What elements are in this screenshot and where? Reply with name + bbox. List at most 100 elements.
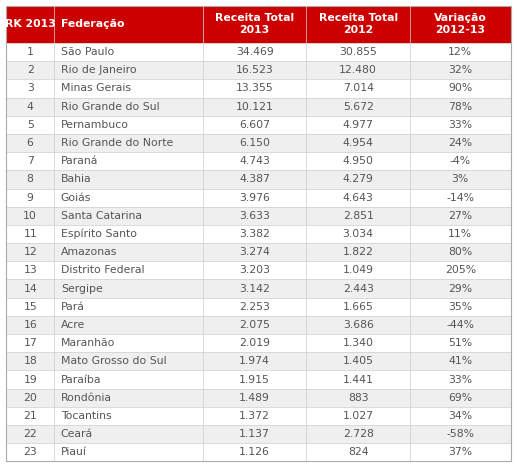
Text: 19: 19 <box>23 375 37 384</box>
Text: 3.274: 3.274 <box>239 247 270 257</box>
Bar <box>54 152 203 170</box>
Bar <box>54 334 203 352</box>
Bar <box>203 352 307 370</box>
Text: 4.977: 4.977 <box>343 120 374 130</box>
Text: 16: 16 <box>23 320 37 330</box>
Text: 3.686: 3.686 <box>343 320 374 330</box>
Text: 3.203: 3.203 <box>239 265 270 276</box>
Bar <box>203 134 307 152</box>
Bar <box>307 225 410 243</box>
Bar <box>307 207 410 225</box>
Text: 1.665: 1.665 <box>343 302 374 312</box>
Bar <box>410 207 511 225</box>
Text: Rio de Janeiro: Rio de Janeiro <box>61 65 136 75</box>
Text: 17: 17 <box>23 338 37 348</box>
Bar <box>6 279 54 297</box>
Bar <box>203 261 307 279</box>
Text: Maranhão: Maranhão <box>61 338 115 348</box>
Text: 1.372: 1.372 <box>239 411 270 421</box>
Text: 30.855: 30.855 <box>339 47 377 57</box>
Text: 37%: 37% <box>448 447 473 457</box>
Bar <box>410 61 511 79</box>
Bar <box>307 79 410 98</box>
Text: Pará: Pará <box>61 302 85 312</box>
Text: 2: 2 <box>27 65 34 75</box>
Text: -44%: -44% <box>446 320 474 330</box>
Bar <box>307 98 410 116</box>
Bar <box>410 79 511 98</box>
Bar <box>203 389 307 407</box>
Text: 13.355: 13.355 <box>236 84 273 93</box>
Bar <box>203 98 307 116</box>
Text: 4: 4 <box>27 102 34 112</box>
Text: Rio Grande do Sul: Rio Grande do Sul <box>61 102 159 112</box>
Bar <box>410 389 511 407</box>
Bar <box>307 389 410 407</box>
Text: 4.279: 4.279 <box>343 174 374 184</box>
Text: Receita Total
2013: Receita Total 2013 <box>215 13 294 35</box>
Bar <box>54 352 203 370</box>
Bar <box>6 316 54 334</box>
Text: 1.049: 1.049 <box>343 265 374 276</box>
Text: 78%: 78% <box>448 102 473 112</box>
Bar <box>6 225 54 243</box>
Bar <box>6 79 54 98</box>
Text: Espírito Santo: Espírito Santo <box>61 229 137 239</box>
Bar <box>54 134 203 152</box>
Text: 14: 14 <box>23 283 37 294</box>
Bar <box>203 43 307 61</box>
Text: 10.121: 10.121 <box>236 102 273 112</box>
Bar <box>6 98 54 116</box>
Bar <box>307 370 410 389</box>
Bar <box>54 207 203 225</box>
Bar <box>54 43 203 61</box>
Text: 23: 23 <box>23 447 37 457</box>
Bar <box>307 134 410 152</box>
Text: 18: 18 <box>23 356 37 366</box>
Text: 205%: 205% <box>445 265 476 276</box>
Text: Goiás: Goiás <box>61 192 91 203</box>
Text: 12%: 12% <box>448 47 473 57</box>
Bar <box>54 243 203 261</box>
Text: 15: 15 <box>23 302 37 312</box>
Text: 3.976: 3.976 <box>239 192 270 203</box>
Text: 16.523: 16.523 <box>236 65 273 75</box>
Text: 1.974: 1.974 <box>239 356 270 366</box>
Text: 69%: 69% <box>448 393 473 403</box>
Text: 8: 8 <box>27 174 34 184</box>
Bar <box>203 207 307 225</box>
Text: 3.633: 3.633 <box>239 211 270 221</box>
Text: -14%: -14% <box>446 192 474 203</box>
Bar <box>410 189 511 207</box>
Bar <box>307 243 410 261</box>
Bar <box>307 189 410 207</box>
Text: 5: 5 <box>27 120 34 130</box>
Bar <box>54 189 203 207</box>
Text: Sergipe: Sergipe <box>61 283 102 294</box>
Bar <box>203 79 307 98</box>
Bar <box>307 425 410 443</box>
Text: RK 2013: RK 2013 <box>5 19 55 29</box>
Text: 1.126: 1.126 <box>239 447 270 457</box>
Bar <box>203 6 307 43</box>
Text: Bahia: Bahia <box>61 174 92 184</box>
Bar <box>410 261 511 279</box>
Text: 4.743: 4.743 <box>239 156 270 166</box>
Text: 35%: 35% <box>448 302 473 312</box>
Text: 4.950: 4.950 <box>343 156 374 166</box>
Bar <box>54 297 203 316</box>
Text: 11%: 11% <box>448 229 473 239</box>
Bar <box>410 370 511 389</box>
Bar <box>410 98 511 116</box>
Text: 10: 10 <box>23 211 37 221</box>
Bar <box>54 389 203 407</box>
Bar <box>203 243 307 261</box>
Text: 4.387: 4.387 <box>239 174 270 184</box>
Bar <box>410 116 511 134</box>
Bar <box>54 407 203 425</box>
Bar <box>54 425 203 443</box>
Bar <box>307 443 410 461</box>
Text: 34.469: 34.469 <box>236 47 273 57</box>
Bar <box>203 407 307 425</box>
Text: 2.443: 2.443 <box>343 283 374 294</box>
